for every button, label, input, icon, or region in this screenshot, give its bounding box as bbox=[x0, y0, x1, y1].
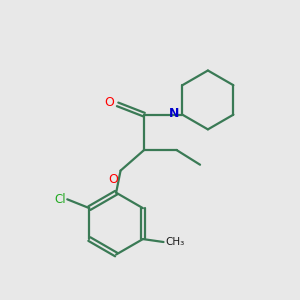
Text: CH₃: CH₃ bbox=[165, 237, 184, 247]
Text: Cl: Cl bbox=[54, 193, 66, 206]
Text: N: N bbox=[169, 107, 179, 120]
Text: O: O bbox=[108, 173, 118, 186]
Text: O: O bbox=[104, 96, 114, 110]
